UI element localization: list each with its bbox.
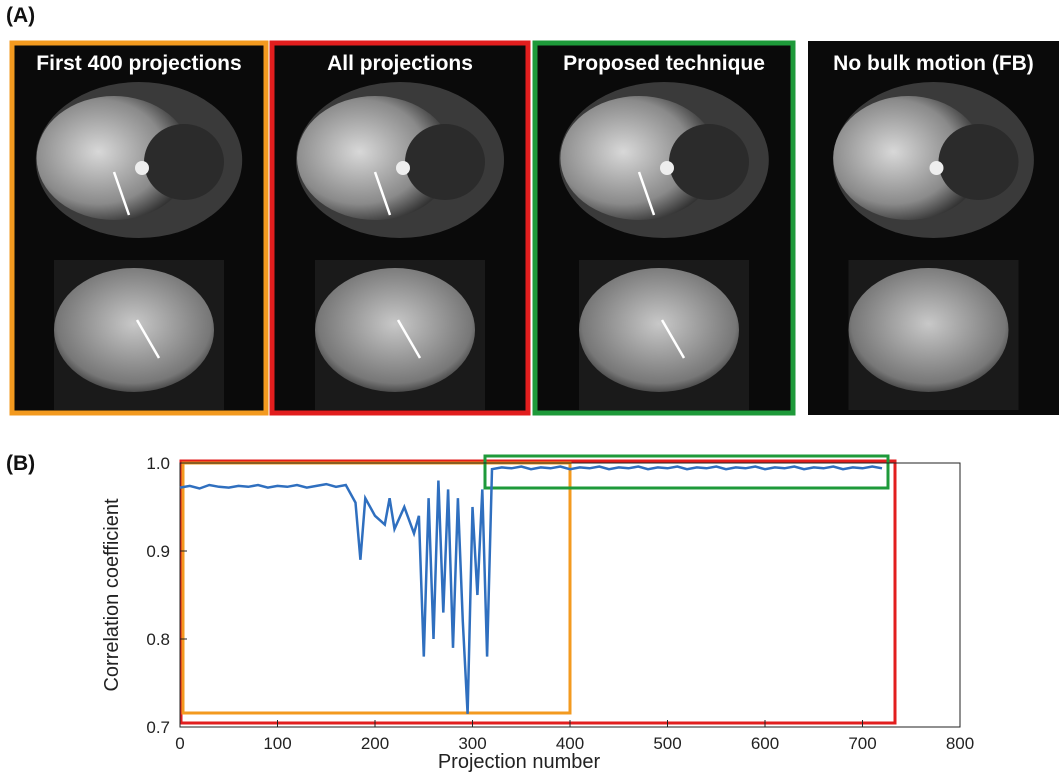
- image-frame: [532, 40, 796, 416]
- aorta: [929, 161, 944, 175]
- image-frame: [269, 40, 531, 416]
- range-box: [483, 454, 890, 490]
- x-tick-label: 0: [175, 734, 184, 753]
- panel-label: (B): [6, 452, 35, 475]
- axial-organ: [938, 124, 1019, 200]
- axial-organ: [669, 124, 749, 200]
- axial-liver: [297, 96, 453, 220]
- x-tick-label: 600: [751, 734, 779, 753]
- axial-organ: [144, 124, 224, 200]
- arrow: [373, 171, 392, 216]
- aorta: [396, 161, 410, 175]
- axial-organ: [405, 124, 485, 200]
- x-tick-label: 700: [848, 734, 876, 753]
- image-title: No bulk motion (FB): [833, 52, 1034, 75]
- x-tick-label: 100: [263, 734, 291, 753]
- y-tick-label: 0.9: [146, 542, 170, 561]
- x-tick-label: 200: [361, 734, 389, 753]
- image-title: Proposed technique: [563, 52, 765, 75]
- y-axis-label: Correlation coefficient: [101, 498, 123, 692]
- aorta: [135, 161, 149, 175]
- range-box: [179, 459, 897, 725]
- arrow: [637, 171, 656, 216]
- y-tick-label: 1.0: [146, 454, 170, 473]
- image-frame: [9, 40, 269, 416]
- panel-label: (A): [6, 4, 35, 27]
- arrow: [396, 319, 422, 359]
- annotation-boxes: [179, 454, 897, 725]
- y-tick-label: 0.8: [146, 630, 170, 649]
- axial-liver: [36, 96, 192, 220]
- axial-liver: [833, 96, 984, 220]
- arrow: [660, 319, 686, 359]
- image-panels: First 400 projections All projections Prop…: [9, 40, 1059, 416]
- sagittal-liver: [54, 268, 214, 392]
- x-tick-label: 500: [653, 734, 681, 753]
- x-tick-label: 400: [556, 734, 584, 753]
- x-axis-label: Projection number: [438, 751, 601, 773]
- y-tick-label: 0.7: [146, 718, 170, 737]
- image-title: All projections: [327, 52, 473, 75]
- sagittal-liver: [848, 268, 1009, 392]
- range-box: [181, 461, 572, 715]
- image-title: First 400 projections: [36, 52, 241, 75]
- axial-liver: [560, 96, 718, 220]
- data-line: [179, 465, 883, 714]
- aorta: [660, 161, 674, 175]
- sagittal-liver: [579, 268, 739, 392]
- arrow: [112, 171, 131, 216]
- arrow: [135, 319, 161, 359]
- x-tick-label: 800: [946, 734, 974, 753]
- sagittal-liver: [315, 268, 475, 392]
- x-tick-label: 300: [458, 734, 486, 753]
